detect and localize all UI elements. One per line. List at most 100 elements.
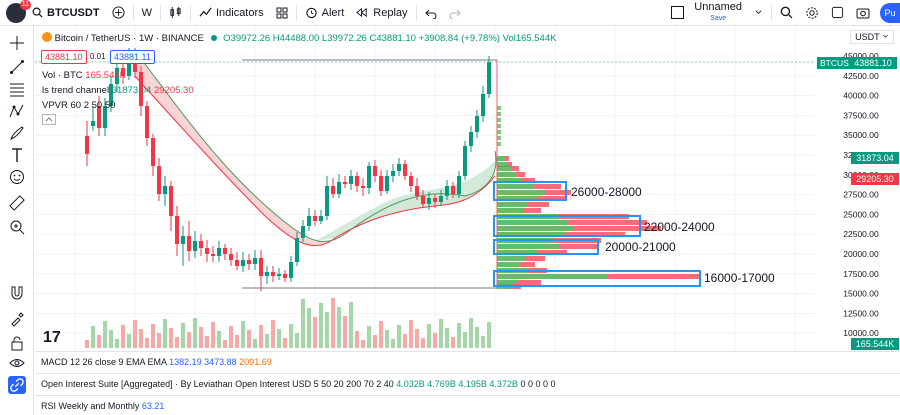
lock-tool[interactable] [8,334,26,352]
symbol-search-button[interactable]: BTCUSDT [26,0,106,26]
vp-up-bar [497,226,573,231]
indicators-label: Indicators [215,6,264,19]
lock-draw-tool[interactable] [8,310,26,328]
snapshot-button[interactable] [850,0,876,26]
vp-down-bar [511,166,519,171]
templates-button[interactable] [270,0,294,26]
macd-legend: MACD 12 26 close 9 EMA EMA 1382.19 3473.… [41,357,272,367]
volume-bar [391,339,395,348]
crosshair-tool[interactable] [8,34,26,52]
fib-tool[interactable] [8,80,26,98]
vp-up-bar [497,208,523,213]
ruler-icon [9,195,25,211]
vpvr-legend[interactable]: VPVR 60 2 50 50 [42,100,116,111]
chevron-down-icon [883,34,888,38]
volume-bar [205,336,209,348]
quick-search-button[interactable] [774,0,799,26]
trend-channel-lower-fill [315,161,495,241]
legend-title[interactable]: Bitcoin / TetherUS · 1W · BINANCE [54,33,204,44]
candle-body [145,106,149,138]
trend-upper-tag: 31873.04 [851,152,899,164]
publish-button[interactable]: Pu [880,3,900,23]
buy-price-button[interactable]: 43881.11 [110,50,155,64]
vp-down-bar [507,162,512,167]
chart-type-button[interactable] [163,0,188,26]
trendline-tool[interactable] [8,58,26,76]
volume-bar [403,334,407,348]
vol-legend[interactable]: Vol · BTC 165.544K [42,70,126,81]
vp-up-bar [497,172,515,177]
vol-value: 165.544K [85,70,126,81]
price-tick-label: 40000.00 [843,91,879,101]
candle-body [271,272,275,276]
volume-bar [463,332,467,348]
volume-bar [139,329,143,348]
trend-legend[interactable]: ls trend channel 31873.04 29205.30 [42,85,194,96]
zone-label-4: 16000-17000 [704,271,775,285]
vp-down-bar [521,178,535,183]
settings-button[interactable] [799,0,825,26]
text-tool[interactable] [8,146,26,164]
measure-tool[interactable] [8,194,26,212]
candle-body [217,248,221,256]
candle-body [325,186,329,216]
rsi-pane[interactable]: RSI Weekly and Monthly 63.21 [35,395,900,415]
volume-bar [307,308,311,348]
vp-down-bar [607,274,699,279]
replay-label: Replay [373,6,408,19]
vp-up-bar [497,256,525,261]
macd-pane[interactable]: MACD 12 26 close 9 EMA EMA 1382.19 3473.… [35,351,900,373]
zoom-tool[interactable] [8,218,26,236]
camera-icon [856,8,870,19]
volume-bar [427,324,431,348]
fullscreen-button[interactable] [825,0,850,26]
price-chart-svg[interactable]: 45000.00 42500.00 40000.00 37500.00 35000.00… [35,26,900,351]
currency-selector[interactable]: USDT [850,30,894,44]
candle-body [439,196,443,202]
vp-up-bar [497,142,501,146]
volume-bar [325,312,329,348]
user-avatar[interactable]: 11 [6,0,31,23]
candle-body [295,238,299,262]
candle-body [337,182,341,194]
magnet-tool[interactable] [8,284,26,302]
interval-button[interactable]: W [141,6,152,19]
indicators-button[interactable]: Indicators [193,0,270,26]
undo-button[interactable] [419,0,443,26]
volume-bar [85,340,89,348]
open-interest-pane[interactable]: Open Interest Suite [Aggregated] · By Le… [35,373,900,395]
volume-bar [475,327,479,348]
layout-select-button[interactable]: Unnamed Save [665,0,769,26]
sync-drawings-tool[interactable] [8,376,26,394]
replay-button[interactable]: Replay [350,0,413,26]
vp-up-bar [497,112,501,116]
chart-area[interactable]: 45000.00 42500.00 40000.00 37500.00 35000.00… [35,26,900,415]
macd-value-3: 2091.69 [239,357,272,367]
gear-icon [806,6,818,19]
price-tick-label: 20000.00 [843,249,879,259]
alert-button[interactable]: Alert [299,0,351,26]
volume-bar [277,329,281,348]
volume-bar [259,325,263,348]
pattern-tool[interactable] [8,102,26,120]
brush-tool[interactable] [8,124,26,142]
hide-tool[interactable] [8,354,26,372]
volume-bar [367,326,371,348]
candle-body [223,248,227,254]
emoji-tool[interactable] [8,168,26,186]
volume-bar [451,337,455,348]
volume-bar [361,340,365,348]
candle-body [127,54,131,76]
vp-up-bar [497,166,511,171]
redo-button[interactable] [443,0,467,26]
volume-bar [193,318,197,348]
trend-lower-tag: 29205.30 [851,173,899,185]
candle-body [487,62,491,94]
vp-down-bar [519,262,535,267]
collapse-legend-button[interactable] [42,114,56,125]
candle-body [397,164,401,171]
volume-bar [397,325,401,348]
sell-price-button[interactable]: 43881.10 [41,50,87,64]
price-tick-label: 12500.00 [843,308,879,318]
compare-button[interactable] [106,0,131,26]
